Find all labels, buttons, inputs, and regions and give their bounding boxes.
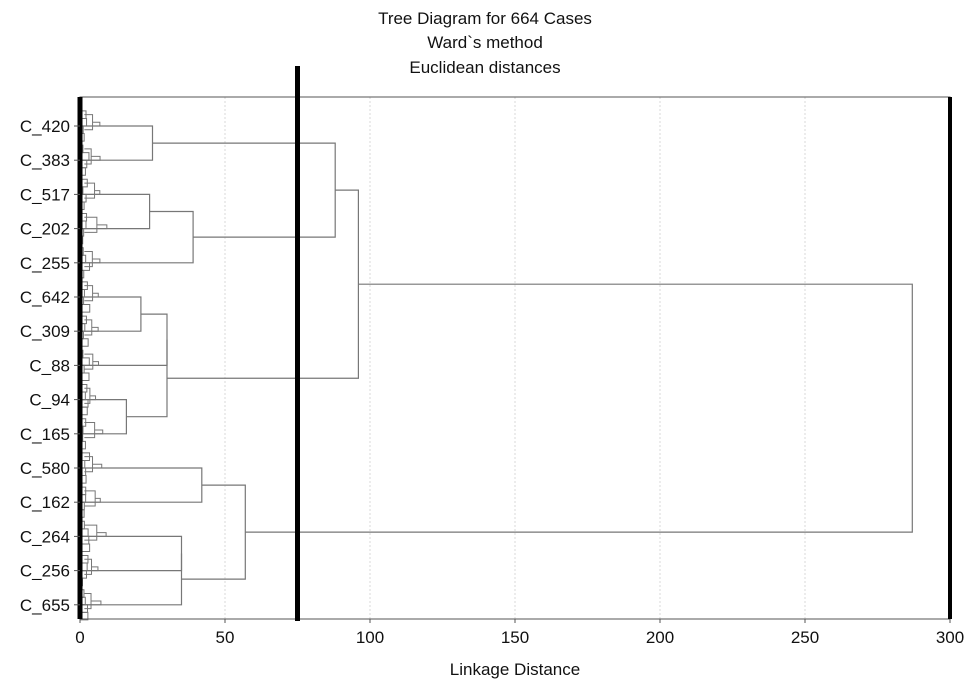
x-tick-label: 0	[75, 628, 84, 647]
leaf-subbranch	[84, 285, 94, 302]
leaf-label: C_255	[20, 254, 70, 273]
leaf-subbranch	[80, 361, 100, 366]
branch-c2	[80, 535, 183, 572]
leaf-label: C_383	[20, 151, 70, 170]
branch-b4	[126, 339, 168, 418]
branch-a4	[152, 142, 336, 238]
leaf-subbranch	[84, 592, 92, 610]
branch-root	[245, 283, 913, 533]
leaf-label: C_580	[20, 459, 70, 478]
leaf-subbranch	[80, 372, 90, 381]
leaf-subbranch	[80, 497, 101, 503]
chart-title-line-2: Ward`s method	[427, 33, 543, 52]
chart-title-line-3: Euclidean distances	[409, 58, 560, 77]
leaf-subbranch	[80, 292, 99, 298]
x-tick-label: 50	[216, 628, 235, 647]
leaf-label: C_517	[20, 185, 70, 204]
branch-a2	[80, 193, 151, 230]
chart-title-line-1: Tree Diagram for 664 Cases	[378, 9, 592, 28]
leaf-label: C_94	[29, 391, 70, 410]
leaf-subbranch	[84, 319, 93, 336]
leaf-subbranch	[80, 155, 101, 161]
leaf-subbranch	[80, 532, 107, 537]
leaf-subbranch	[80, 611, 89, 621]
branch-c3	[80, 553, 183, 606]
leaf-subbranch	[80, 406, 88, 416]
leaf-subbranch	[84, 524, 98, 541]
leaf-subbranch	[84, 558, 93, 575]
branch-b1	[80, 296, 142, 332]
leaf-label: C_309	[20, 322, 70, 341]
dendrogram-tree	[80, 125, 913, 606]
leaf-subbranch	[80, 326, 99, 332]
grid-lines	[224, 97, 806, 619]
leaf-subbranch	[80, 258, 101, 264]
branch-c4	[181, 484, 246, 580]
leaf-subbranch	[80, 475, 87, 484]
branch-ab	[167, 189, 359, 379]
x-axis-label: Linkage Distance	[450, 660, 580, 679]
leaf-subbranch	[80, 440, 86, 450]
leaf-subbranch	[80, 566, 99, 572]
leaf-label: C_162	[20, 493, 70, 512]
branch-b2	[80, 399, 127, 435]
leaf-subbranch	[80, 167, 86, 176]
leaf-label: C_202	[20, 220, 70, 239]
leaf-subbranch	[80, 338, 89, 347]
leaf-subbranch	[80, 224, 108, 230]
leaf-subbranch	[84, 148, 92, 165]
leaf-subbranch	[84, 216, 98, 233]
leaf-subbranch	[80, 543, 91, 552]
x-tick-label: 300	[936, 628, 964, 647]
branch-c1	[80, 467, 203, 503]
leaf-subbranch	[80, 429, 104, 435]
leaf-label: C_88	[29, 356, 70, 375]
leaf-subbranch	[80, 463, 103, 469]
leaf-subbranch	[80, 190, 101, 195]
leaf-subbranch	[80, 304, 91, 313]
leaf-label: C_642	[20, 288, 70, 307]
leaf-label: C_165	[20, 425, 70, 444]
leaf-label: C_655	[20, 596, 70, 615]
leaf-label: C_256	[20, 562, 70, 581]
x-axis-ticks: 0 50 100 150 200 250 300	[75, 619, 964, 647]
leaf-subbranch	[80, 121, 101, 127]
leaf-subbranch	[80, 600, 102, 606]
x-tick-label: 250	[791, 628, 819, 647]
leaf-subbranch	[80, 395, 97, 401]
x-tick-label: 150	[501, 628, 529, 647]
leaf-label: C_420	[20, 117, 70, 136]
x-tick-label: 200	[646, 628, 674, 647]
leaf-subbranch	[84, 353, 94, 370]
leaf-label: C_264	[20, 527, 70, 546]
chart-title: Tree Diagram for 664 Cases Ward`s method…	[378, 9, 592, 77]
x-tick-label: 100	[356, 628, 384, 647]
leaf-subbranch	[84, 114, 94, 131]
leaf-labels: C_420 C_383 C_517 C_202 C_255 C_642 C_309 C_88 C…	[20, 117, 80, 615]
